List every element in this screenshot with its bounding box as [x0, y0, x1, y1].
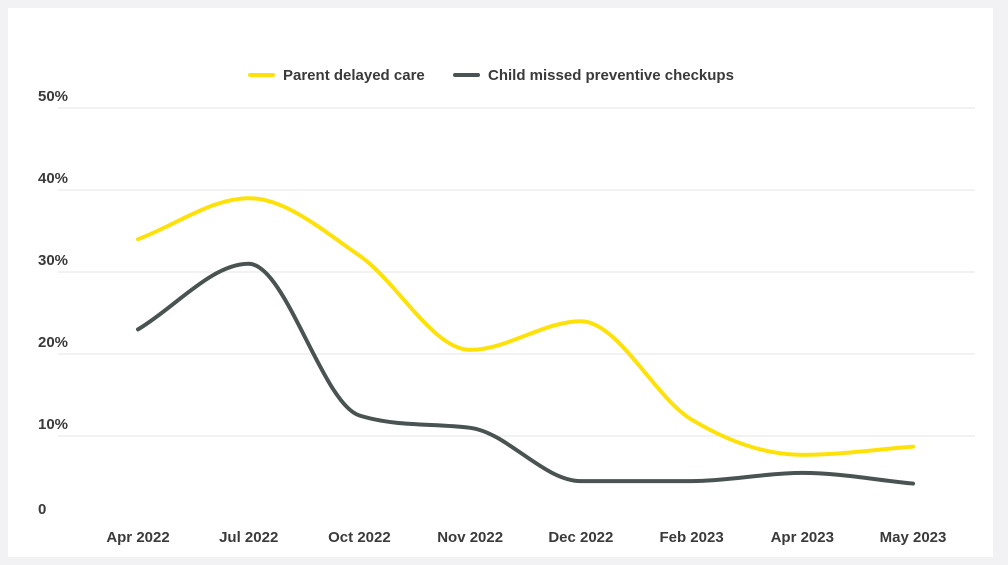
x-tick-label: Oct 2022 [328, 529, 391, 546]
legend-item-parent-delayed-care: Parent delayed care [248, 67, 425, 84]
legend-item-child-missed-preventive-checkups: Child missed preventive checkups [453, 67, 734, 84]
x-tick-label: Dec 2022 [548, 529, 613, 546]
x-tick-label: Jul 2022 [219, 529, 278, 546]
y-tick-label: 40% [38, 170, 68, 187]
x-tick-label: Nov 2022 [437, 529, 503, 546]
x-tick-label: Apr 2022 [106, 529, 169, 546]
y-tick-label: 20% [38, 334, 68, 351]
legend-label-parent-delayed-care: Parent delayed care [283, 67, 425, 84]
x-axis-ticks: Apr 2022 Jul 2022 Oct 2022 Nov 2022 Dec 2022… [106, 529, 946, 546]
series-lines [136, 196, 915, 486]
x-tick-label: May 2023 [880, 529, 947, 546]
x-tick-label: Apr 2023 [771, 529, 834, 546]
x-tick-label: Feb 2023 [659, 529, 723, 546]
y-axis-ticks: 0 10% 20% 30% 40% 50% [38, 88, 68, 518]
y-tick-label: 50% [38, 88, 68, 105]
gridlines [58, 107, 975, 437]
y-tick-label: 30% [38, 252, 68, 269]
series-line-child-missed-preventive-checkups [136, 261, 915, 486]
series-line-parent-delayed-care [136, 196, 915, 457]
y-tick-label: 10% [38, 416, 68, 433]
legend: Parent delayed care Child missed prevent… [248, 67, 734, 84]
y-tick-label: 0 [38, 501, 46, 518]
chart-frame [8, 8, 993, 557]
legend-label-child-missed-preventive-checkups: Child missed preventive checkups [488, 67, 734, 84]
